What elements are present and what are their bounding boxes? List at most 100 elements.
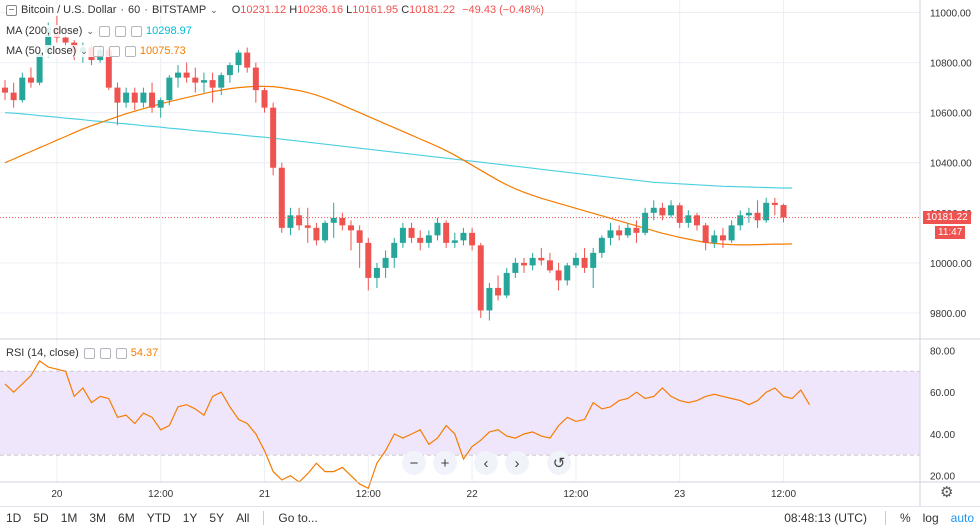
candle: [443, 220, 450, 248]
range-button-all[interactable]: All: [236, 511, 250, 525]
candle-body: [676, 205, 683, 223]
ma200-label[interactable]: MA (200, close): [6, 25, 83, 37]
range-button-5y[interactable]: 5Y: [209, 511, 225, 525]
visibility-icon[interactable]: [83, 347, 95, 359]
rsi-tick-label: 60.00: [930, 388, 955, 399]
symbol-interval[interactable]: 60: [128, 4, 141, 16]
candle: [373, 262, 380, 288]
collapse-icon[interactable]: [6, 4, 17, 16]
chevron-down-icon[interactable]: ⌄: [210, 4, 218, 15]
candle: [685, 210, 692, 228]
range-button-1d[interactable]: 1D: [6, 511, 22, 525]
candle-body: [408, 227, 415, 238]
symbol-name[interactable]: Bitcoin / U.S. Dollar: [21, 4, 117, 16]
range-button-1m[interactable]: 1M: [60, 511, 78, 525]
visibility-icon[interactable]: [92, 45, 104, 57]
log-toggle[interactable]: log: [922, 511, 939, 525]
candle-body: [356, 230, 363, 243]
chevron-down-icon[interactable]: ⌄: [86, 25, 94, 36]
candle-body: [616, 230, 623, 236]
candle-body: [754, 212, 761, 221]
close-icon[interactable]: [124, 45, 136, 57]
x-tick-label: 21: [259, 489, 271, 500]
ma50-value: 10075.73: [139, 45, 186, 57]
settings-icon[interactable]: [108, 45, 120, 57]
rsi-value: 54.37: [130, 347, 159, 359]
candle-body: [36, 52, 43, 83]
reset-chart-button[interactable]: ↺: [547, 451, 571, 475]
scroll-right-button[interactable]: ›: [505, 451, 529, 475]
candle-body: [503, 272, 510, 296]
candle-body: [62, 37, 69, 43]
candle: [477, 242, 484, 318]
candle: [572, 252, 579, 268]
range-button-ytd[interactable]: YTD: [146, 511, 171, 525]
scroll-left-button[interactable]: ‹: [474, 451, 498, 475]
candle: [607, 222, 614, 246]
candle-body: [373, 267, 380, 278]
auto-toggle[interactable]: auto: [950, 511, 974, 525]
candle-body: [417, 237, 424, 243]
candle: [581, 247, 588, 273]
candle-body: [304, 225, 311, 228]
ma50-label[interactable]: MA (50, close): [6, 45, 77, 57]
settings-icon[interactable]: [99, 347, 111, 359]
candle: [131, 87, 138, 111]
zoom-in-button[interactable]: +: [433, 451, 457, 475]
candle: [313, 222, 320, 246]
candle-body: [226, 65, 233, 76]
open-value: 10231.12: [240, 4, 287, 16]
range-button-6m[interactable]: 6M: [118, 511, 135, 525]
zoom-out-button[interactable]: −: [402, 451, 426, 475]
candle: [590, 247, 597, 288]
rsi-legend[interactable]: RSI (14, close) 54.37: [6, 347, 159, 359]
candle: [192, 67, 199, 93]
clock: 08:48:13 (UTC): [784, 511, 867, 525]
candle: [754, 200, 761, 228]
candle: [512, 257, 519, 278]
candle-body: [348, 225, 354, 231]
rsi-label[interactable]: RSI (14, close): [6, 347, 79, 359]
high-value: 10236.16: [297, 4, 344, 16]
candle: [503, 267, 510, 298]
goto-button[interactable]: Go to...: [278, 511, 318, 525]
close-icon[interactable]: [130, 25, 142, 37]
settings-gear-icon[interactable]: ⚙: [940, 484, 954, 501]
ma200-legend[interactable]: MA (200, close) ⌄ 10298.97: [6, 25, 192, 37]
bottom-toolbar: 1D 5D 1M 3M 6M YTD 1Y 5Y All Go to... 08:48:13 (…: [0, 506, 980, 529]
settings-icon[interactable]: [114, 25, 126, 37]
candle: [650, 200, 657, 221]
candle-body: [244, 52, 251, 68]
range-button-5d[interactable]: 5D: [33, 511, 49, 525]
candle-body: [694, 215, 700, 226]
y-tick-label: 10400.00: [930, 159, 972, 170]
candle-body: [477, 245, 484, 311]
chevron-down-icon[interactable]: ⌄: [80, 45, 88, 56]
candle-body: [538, 257, 545, 261]
candle: [149, 82, 156, 113]
candle-body: [512, 262, 519, 273]
candle: [711, 230, 718, 248]
candle: [296, 207, 303, 231]
ma50-legend[interactable]: MA (50, close) ⌄ 10075.73: [6, 45, 186, 57]
visibility-icon[interactable]: [98, 25, 110, 37]
percent-toggle[interactable]: %: [899, 511, 911, 525]
rsi-tick-label: 40.00: [930, 430, 955, 441]
candle-body: [572, 257, 579, 266]
candle-body: [685, 215, 692, 223]
candle-body: [728, 225, 735, 241]
candle-body: [659, 207, 666, 216]
range-button-3m[interactable]: 3M: [89, 511, 107, 525]
candle-body: [105, 50, 112, 88]
range-button-1y[interactable]: 1Y: [182, 511, 198, 525]
candle: [365, 237, 372, 291]
candle-body: [642, 212, 649, 233]
close-icon[interactable]: [115, 347, 127, 359]
range-buttons: 1D 5D 1M 3M 6M YTD 1Y 5Y All: [0, 511, 255, 525]
candle-body: [469, 232, 476, 246]
candle-body: [209, 80, 216, 88]
symbol-exchange[interactable]: BITSTAMP: [151, 4, 207, 16]
rsi-tick-label: 20.00: [930, 472, 955, 483]
